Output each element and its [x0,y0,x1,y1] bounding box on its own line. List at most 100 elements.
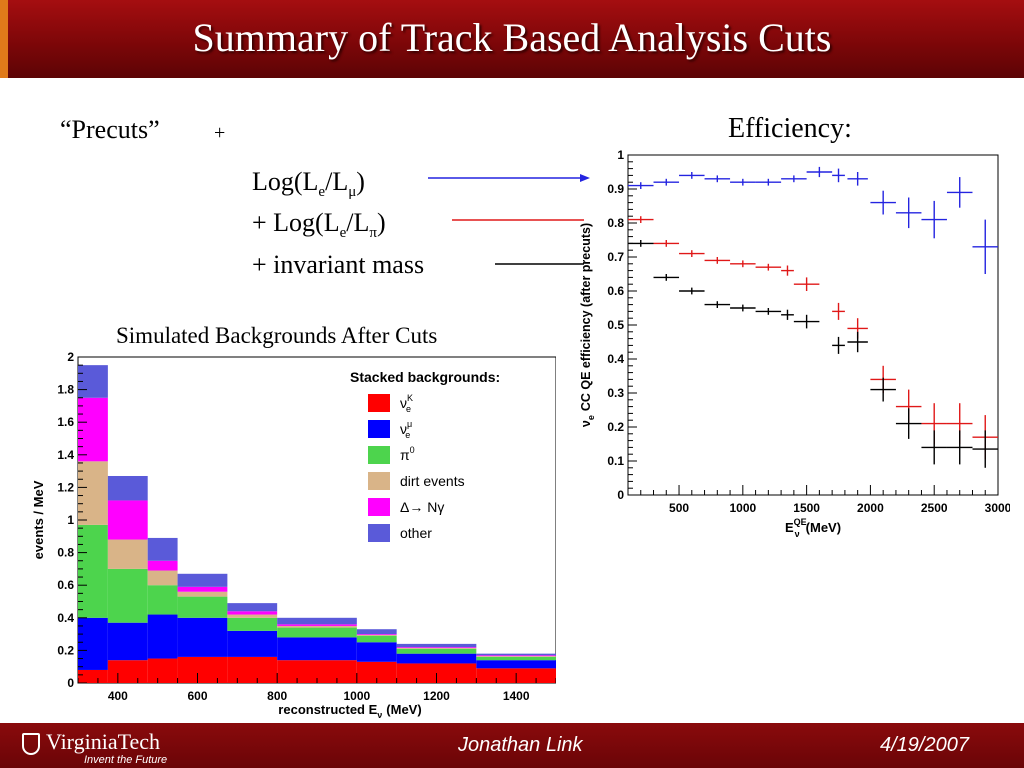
efficiency-ytick-label: 0.9 [607,182,624,196]
background-ytick-label: 1.8 [57,383,74,397]
histogram-bar-nue_mu [147,614,178,659]
histogram-bar-nue_mu [177,617,228,657]
histogram-bar-other [356,629,397,635]
efficiency-point-red [628,216,654,223]
histogram-bar-dirt [147,570,178,586]
histogram-bar-other [277,617,357,625]
histogram-bar-pi0 [227,617,278,631]
histogram-bar-delta [396,647,477,648]
efficiency-point-black [793,314,820,329]
background-ytick-label: 0.4 [57,611,74,625]
efficiency-point-blue [679,172,705,179]
efficiency-xlabel: EQE ν (MeV) [785,517,841,539]
background-ytick-label: 1.2 [57,480,74,494]
histogram-bar-nue_mu [107,622,148,661]
histogram-bar-dirt [107,539,148,569]
efficiency-point-blue [921,200,947,239]
histogram-bar-delta [78,397,108,462]
efficiency-point-black [704,301,731,308]
legend-label: π0 [400,445,415,463]
efficiency-point-blue [870,190,896,215]
histogram-bar-delta [227,611,278,615]
efficiency-plot-frame [627,154,999,496]
efficiency-point-blue [730,178,756,186]
histogram-bar-dirt [177,591,228,597]
background-ytick-label: 0.2 [57,643,74,657]
efficiency-point-blue [946,177,973,208]
histogram-bar-other [227,603,278,612]
legend-swatch-pi0 [368,446,390,464]
efficiency-point-black [628,240,654,247]
cut1-suffix: ) [356,167,365,196]
histogram-bar-dirt [78,461,108,525]
background-xtick-label: 1400 [503,689,530,703]
efficiency-ytick-label: 0.3 [607,386,624,400]
background-xtick-label: 800 [267,689,287,703]
histogram-bar-delta [356,634,397,635]
efficiency-point-blue [847,172,868,186]
histogram-bar-nue_mu [277,637,357,661]
background-xtick-label: 600 [187,689,207,703]
histogram-bar-delta [107,500,148,540]
histogram-bar-other [177,573,228,587]
efficiency-point-red [781,265,794,276]
efficiency-ytick-label: 0.6 [607,284,624,298]
efficiency-xtick-label: 1500 [793,501,820,515]
cut2-sub2: π [369,225,377,242]
efficiency-point-red [793,277,820,291]
histogram-bar-pi0 [177,596,228,618]
legend-swatch-delta [368,498,390,516]
histogram-bar-pi0 [356,635,397,643]
plus-sign: + [214,122,226,144]
efficiency-ytick-label: 0.7 [607,250,624,264]
histogram-bar-nue_mu [78,617,108,670]
efficiency-ytick-label: 1 [617,148,624,162]
legend-label: Δ→ Nγ [400,499,444,515]
cut2-sub1: e [339,225,347,242]
histogram-bar-delta [277,624,357,626]
efficiency-point-black [679,287,705,295]
efficiency-point-red [704,257,731,264]
histogram-bar-nue_k [147,658,178,683]
cut-log-e-mu: Log(Le/Lμ) [252,167,365,201]
efficiency-xtick-label: 2500 [921,501,948,515]
cut1-prefix: Log(L [252,167,319,196]
background-ytick-label: 0.6 [57,578,74,592]
efficiency-point-red [755,263,782,271]
legend-swatch-nue_k [368,394,390,412]
background-chart: 0 0.2 0.4 0.6 0.8 1 1.2 1.4 1.6 1.8 2 400 600 800 1000… [31,352,556,720]
histogram-bar-dirt [277,625,357,628]
histogram-bar-other [396,643,477,648]
efficiency-point-blue [806,166,833,178]
histogram-bar-pi0 [476,656,556,661]
efficiency-xtick-label: 1000 [729,501,756,515]
logo-tagline: Invent the Future [84,754,168,766]
title-accent-stripe [0,0,8,78]
efficiency-point-blue [972,219,998,274]
efficiency-xtick-label: 3000 [985,501,1010,515]
efficiency-point-black [653,274,680,281]
histogram-bar-nue_mu [476,660,556,669]
histogram-bar-nue_k [107,660,148,683]
legend-swatch-nue_mu [368,420,390,438]
histogram-bar-other [107,475,148,501]
histogram-bar-nue_k [227,656,278,683]
histogram-bar-pi0 [396,648,477,654]
histogram-bar-nue_k [78,669,108,683]
legend-label: νK e [400,393,413,414]
efficiency-point-blue [628,182,654,189]
histogram-bar-nue_k [356,661,397,683]
arrow-blue-head [580,174,590,182]
histogram-bar-dirt [396,647,477,649]
histogram-bar-other [147,537,178,561]
efficiency-point-blue [653,178,680,186]
histogram-bar-nue_mu [396,653,477,664]
background-xtick-label: 1000 [343,689,370,703]
background-xtick-label: 1200 [423,689,450,703]
efficiency-point-black [946,430,973,465]
cut-log-e-pi: + Log(Le/Lπ) [252,208,386,242]
background-xtick-label: 400 [108,689,128,703]
histogram-bar-pi0 [277,627,357,638]
footer: VirginiaTech Invent the Future Jonathan … [0,723,1024,768]
